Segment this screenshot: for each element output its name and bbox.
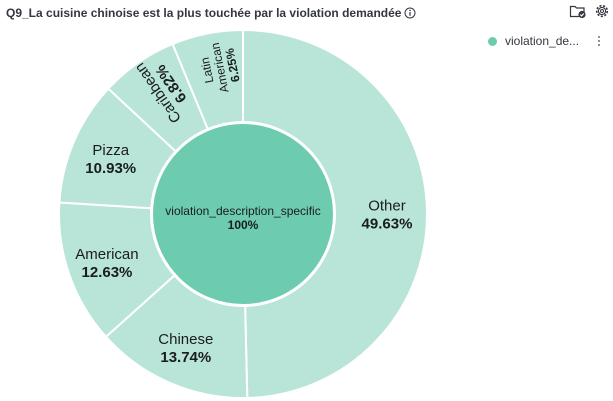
legend-color-dot [488,36,497,46]
slice-name-latin-american: Latin [198,56,217,84]
slice-name-american: American [75,246,138,263]
slice-name-chinese: Chinese [158,331,213,348]
info-icon[interactable] [404,7,416,19]
slice-percentage-pizza: 10.93% [85,160,136,177]
folder-check-icon[interactable] [569,2,587,20]
panel-header: Q9_La cuisine chinoise est la plus touch… [6,4,416,22]
legend-item[interactable]: violation_de... [488,34,583,48]
slice-name-pizza: Pizza [92,142,129,159]
panel-title: Q9_La cuisine chinoise est la plus touch… [6,6,402,20]
vertical-ellipsis-icon[interactable] [598,36,600,46]
slice-percentage-chinese: 13.74% [160,349,211,366]
gear-icon[interactable] [593,2,611,20]
slice-percentage-latin-american: 6.25% [222,47,242,83]
center-label: violation_description_specific [165,204,320,218]
slice-latin-american[interactable] [171,28,244,131]
legend-label: violation_de... [505,34,580,48]
slice-percentage-other: 49.63% [362,215,413,232]
slice-name-other: Other [368,197,406,214]
panel-toolbar [569,2,611,20]
inner-ring-violation-description-specific[interactable] [151,122,335,306]
center-percentage: 100% [228,218,259,232]
slice-percentage-american: 12.63% [82,264,133,281]
